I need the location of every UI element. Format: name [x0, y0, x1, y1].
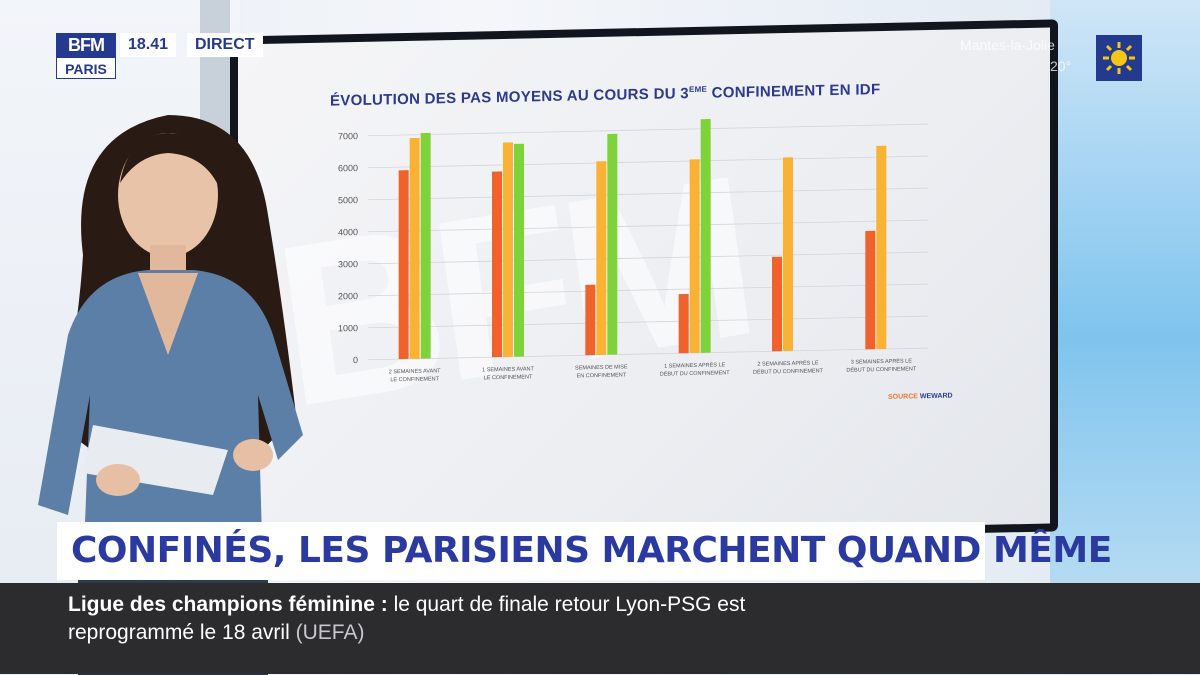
- bar: [865, 230, 876, 350]
- bar: [503, 142, 513, 357]
- gridline: [368, 155, 928, 169]
- gridline: [368, 251, 928, 265]
- x-tick-label: EN CONFINEMENT: [577, 372, 627, 379]
- ticker-line-2: reprogrammé le 18 avril (UEFA): [68, 621, 364, 645]
- chart-panel: BFM ÉVOLUTION DES PAS MOYENS AU COURS DU…: [238, 27, 1050, 541]
- y-tick-label: 1000: [338, 323, 358, 333]
- bar: [585, 284, 596, 356]
- x-tick-label: 1 SEMAINES APRÈS LE: [664, 361, 725, 369]
- x-tick-label: LE CONFINEMENT: [484, 374, 533, 381]
- ticker-topic: Ligue des champions féminine: [68, 593, 375, 616]
- bar: [783, 157, 793, 352]
- x-tick-label: 2 SEMAINES AVANT: [389, 368, 441, 375]
- logo-top: BFM: [56, 33, 116, 57]
- studio-screen: BFM ÉVOLUTION DES PAS MOYENS AU COURS DU…: [230, 19, 1058, 549]
- bar: [409, 137, 420, 359]
- ticker-source: (UEFA): [295, 621, 365, 644]
- bar: [420, 132, 431, 359]
- bar: [689, 159, 700, 354]
- chart-source: SOURCE WEWARD: [888, 392, 953, 401]
- y-tick-label: 0: [353, 355, 358, 365]
- x-tick-label: SEMAINES DE MISE: [575, 364, 628, 371]
- x-tick-label: DÉBUT DU CONFINEMENT: [846, 365, 917, 373]
- news-ticker: Ligue des champions féminine : le quart …: [0, 583, 1200, 674]
- bfm-paris-logo: BFM PARIS: [56, 33, 116, 81]
- gridline: [368, 123, 928, 137]
- gridline: [368, 219, 928, 233]
- weather-temperature: 20°: [1050, 58, 1072, 74]
- bar-chart: 0 1000 2000 3000 4000 5000 6000 7000 2 SEMAINES …: [338, 119, 928, 383]
- ticker-separator: :: [374, 593, 394, 616]
- bar: [492, 171, 502, 358]
- bar: [398, 170, 409, 360]
- bar: [772, 256, 782, 352]
- gridline: [368, 315, 928, 329]
- x-tick-label: 2 SEMAINES APRÈS LE: [757, 359, 818, 367]
- x-tick-label: 1 SEMAINES AVANT: [482, 366, 534, 373]
- y-tick-label: 5000: [338, 195, 358, 205]
- gridline: [368, 187, 928, 201]
- gridline: [368, 283, 928, 297]
- y-tick-label: 3000: [338, 259, 358, 269]
- ticker-text-1: le quart de finale retour Lyon-PSG est: [393, 593, 746, 616]
- y-tick-label: 6000: [338, 163, 358, 173]
- clock: 18.41: [120, 33, 177, 57]
- live-badge: DIRECT: [187, 33, 263, 57]
- x-tick-label: DÉBUT DU CONFINEMENT: [660, 369, 731, 377]
- sun-icon: [1096, 35, 1142, 81]
- headline-banner: CONFINÉS, LES PARISIENS MARCHENT QUAND M…: [57, 522, 1112, 580]
- y-tick-label: 4000: [338, 227, 358, 237]
- x-tick-label: LE CONFINEMENT: [390, 376, 439, 383]
- bar: [596, 161, 607, 355]
- weather-city: Mantes-la-Jolie: [960, 37, 1055, 53]
- y-tick-label: 2000: [338, 291, 358, 301]
- ticker-line-1: Ligue des champions féminine : le quart …: [68, 593, 745, 617]
- x-tick-label: 3 SEMAINES APRÈS LE: [851, 357, 912, 365]
- x-tick-label: DÉBUT DU CONFINEMENT: [753, 367, 824, 375]
- bar: [678, 293, 689, 354]
- y-tick-label: 7000: [338, 131, 358, 141]
- bar: [700, 119, 711, 353]
- bar: [607, 133, 618, 355]
- bar: [876, 145, 887, 350]
- bar: [514, 143, 524, 357]
- gridline: [368, 347, 928, 361]
- ticker-text-2: reprogrammé le 18 avril: [68, 621, 290, 644]
- studio-background-right: [1050, 0, 1200, 674]
- logo-bottom: PARIS: [56, 57, 116, 79]
